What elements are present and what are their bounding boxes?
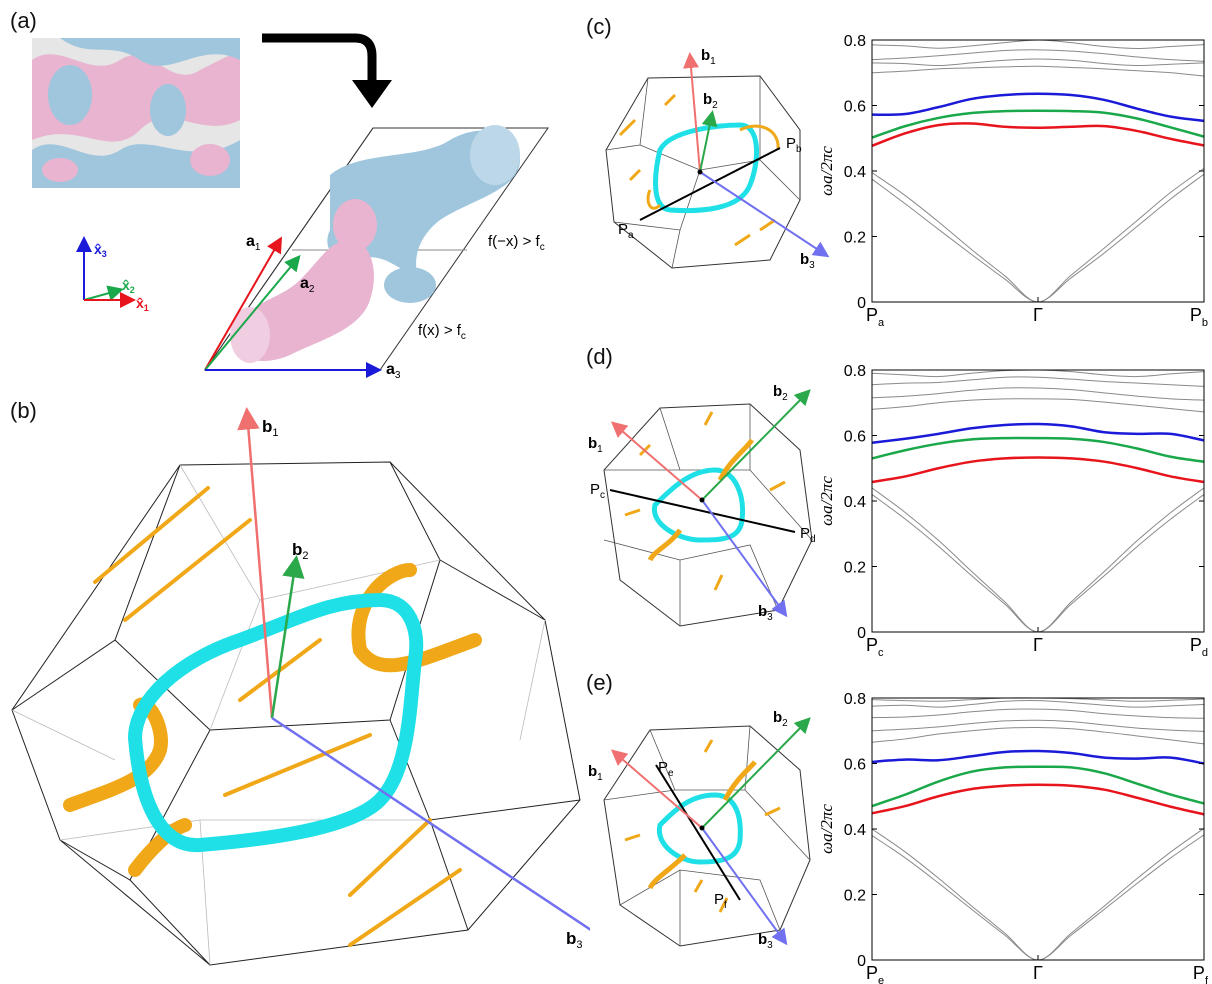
ytick-label-c: 0 (857, 295, 866, 312)
transform-arrow (262, 33, 377, 82)
ylabel-d: ωa/2πc (817, 476, 836, 526)
ytick-label-c: 0.2 (844, 230, 866, 247)
label-a3: a3 (386, 361, 401, 381)
panel-label-a: (a) (10, 8, 37, 33)
xtick-label-c: Pa (866, 305, 885, 329)
bz-edges (11, 461, 581, 966)
lattice-vector-a2 (204, 254, 301, 371)
band-d-gray-6 (871, 387, 1205, 401)
reciprocal-vector-b1 (237, 407, 274, 719)
band-e-gray-7 (871, 708, 1205, 719)
ylabel-e: ωa/2πc (817, 804, 836, 854)
label-x2: x̂2 (122, 277, 135, 295)
ytick-label-d: 0.2 (844, 560, 866, 577)
ytick-label-c: 0.6 (844, 99, 866, 116)
ytick-label-c: 0.4 (844, 164, 866, 181)
band-d-red-0 (871, 456, 1205, 484)
label-b1: b1 (262, 417, 279, 439)
region-lower-label: f(x) > fc (418, 322, 466, 342)
band-e-red-0 (871, 783, 1205, 816)
ytick-label-e: 0.8 (844, 691, 866, 708)
reciprocal-vector-b2 (270, 555, 305, 719)
ytick-label-d: 0 (857, 625, 866, 642)
band-d-green-1 (871, 436, 1205, 463)
xtick-label-c: Γ (1033, 305, 1043, 325)
band-c-blue-2 (871, 92, 1205, 123)
band-d-gray-5 (871, 398, 1205, 413)
nodal-ring (127, 592, 424, 853)
label-x3: x̂3 (94, 241, 107, 259)
gyroid-cube (32, 38, 240, 188)
band-e-gray-5 (871, 726, 1205, 745)
band-e-gray-4 (871, 834, 1205, 961)
band-c-green-1 (871, 109, 1205, 139)
band-e-blue-2 (871, 749, 1205, 765)
lattice-vector-a1 (204, 236, 282, 371)
xtick-label-d: Pc (866, 635, 884, 659)
ytick-label-d: 0.6 (844, 429, 866, 446)
xtick-label-e: Pf (1193, 963, 1209, 984)
ytick-label-e: 0 (857, 953, 866, 970)
panel-label-e: (e) (586, 670, 613, 695)
unit-cell-surfaces (230, 125, 520, 363)
band-c-gray-5 (871, 65, 1205, 77)
band-e-gray-3 (871, 827, 1205, 961)
label-b2: b2 (292, 540, 309, 562)
reciprocal-vector-b3 (271, 716, 590, 931)
ytick-label-e: 0.4 (844, 822, 866, 839)
panel-b-brillouin-zone: b1 b2 b3 (11, 407, 590, 966)
band-e-green-1 (871, 765, 1205, 808)
xtick-label-e: Pe (866, 963, 884, 984)
panel-label-b: (b) (10, 398, 37, 423)
ytick-label-c: 0.8 (844, 33, 866, 50)
xtick-label-d: Pd (1190, 635, 1208, 659)
ytick-label-d: 0.8 (844, 363, 866, 380)
axis-x2 (83, 285, 124, 301)
label-x1: x̂1 (136, 295, 149, 313)
xtick-label-d: Γ (1033, 635, 1043, 655)
band-c-red-0 (871, 122, 1205, 147)
ytick-label-d: 0.4 (844, 494, 866, 511)
panel-label-c: (c) (586, 14, 612, 39)
band-d-gray-7 (871, 376, 1205, 387)
ylabel-c: ωa/2πc (817, 146, 836, 196)
xtick-label-e: Γ (1033, 963, 1043, 983)
band-e-gray-6 (871, 719, 1205, 732)
label-b3: b3 (566, 929, 583, 951)
band-c-gray-7 (871, 49, 1205, 62)
xtick-label-c: Pb (1190, 305, 1208, 329)
chart-frame-e (871, 697, 1205, 961)
label-a2: a2 (300, 275, 315, 295)
ytick-label-e: 0.2 (844, 888, 866, 905)
ytick-label-e: 0.6 (844, 757, 866, 774)
band-c-gray-6 (871, 58, 1205, 67)
band-e-gray-8 (871, 700, 1205, 708)
band-d-blue-2 (871, 422, 1205, 444)
region-upper-label: f(−x) > fc (488, 233, 545, 253)
nodal-lines (63, 486, 482, 947)
label-a1: a1 (246, 233, 261, 253)
panel-a-illustration: a1 a2 a3 f(−x) > fc f(x) > fc x̂3 x̂2 x̂… (32, 33, 549, 381)
panel-label-d: (d) (586, 344, 613, 369)
